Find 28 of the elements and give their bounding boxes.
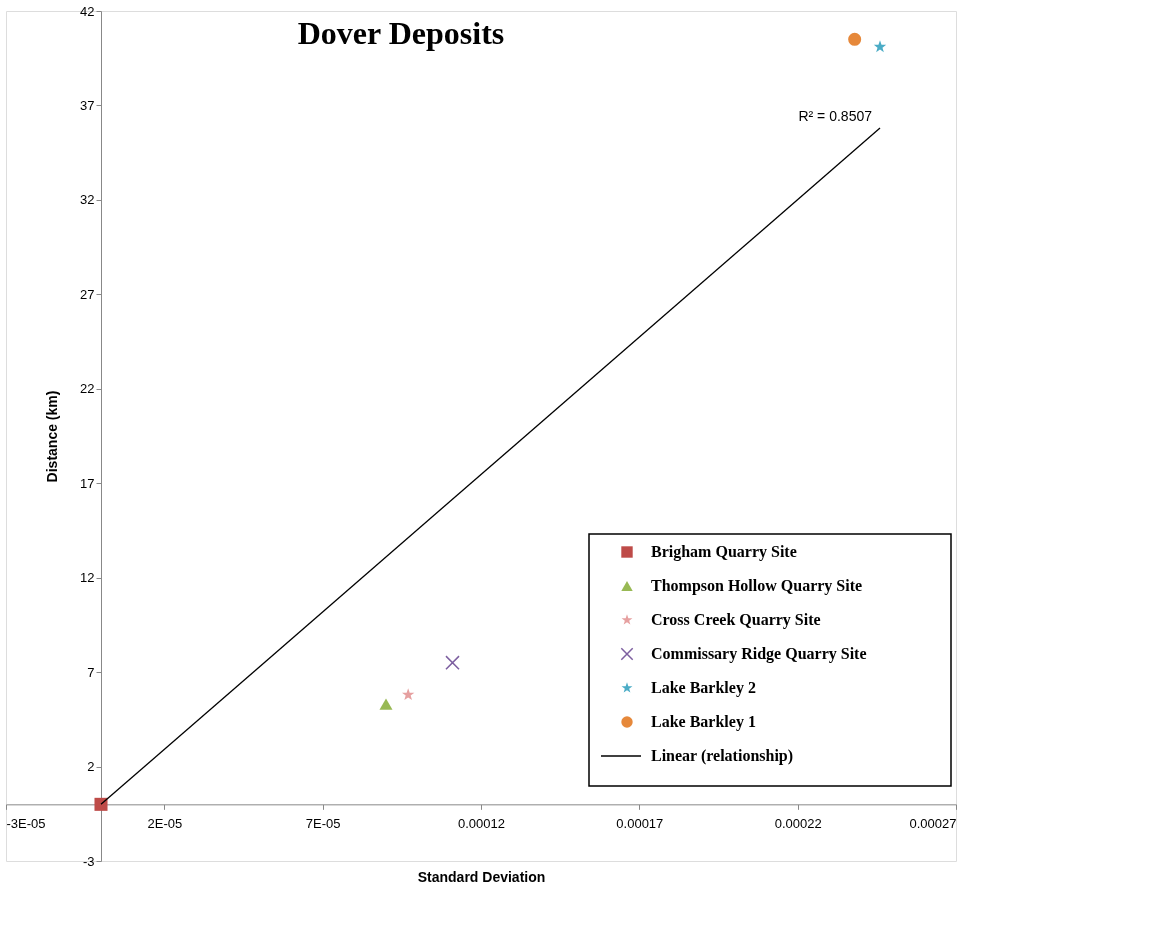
legend-label: Lake Barkley 1 <box>651 713 756 731</box>
legend-label: Lake Barkley 2 <box>651 679 756 697</box>
y-tick-label: 37 <box>80 97 95 113</box>
chart-title: Dover Deposits <box>297 15 505 51</box>
y-tick-label: 27 <box>80 286 95 302</box>
x-tick-label: 0.00022 <box>774 815 822 831</box>
annotation: R² = 0.8507 <box>798 108 873 125</box>
y-axis-title: Distance (km) <box>44 390 61 483</box>
legend-label: Commissary Ridge Quarry Site <box>651 645 867 663</box>
x-axis-title: Standard Deviation <box>417 868 546 885</box>
y-tick-label: 12 <box>80 570 95 586</box>
legend-label: Cross Creek Quarry Site <box>651 611 821 629</box>
y-tick-label: 17 <box>80 475 95 491</box>
y-tick-label: 32 <box>80 192 95 208</box>
x-tick-label: 2E-05 <box>147 815 183 831</box>
y-tick-label: -3 <box>82 853 95 869</box>
x-tick-label: 7E-05 <box>305 815 341 831</box>
y-tick-label: 42 <box>80 3 95 19</box>
legend-label: Thompson Hollow Quarry Site <box>651 577 863 595</box>
x-tick-label: 0.00017 <box>616 815 664 831</box>
y-tick-label: 2 <box>87 759 95 775</box>
y-tick-label: 7 <box>87 664 95 680</box>
x-tick-label: 0.00012 <box>458 815 505 831</box>
x-tick-label: 0.00027 <box>909 815 957 831</box>
legend-label: Linear (relationship) <box>651 747 794 765</box>
x-tick-label: -3E-05 <box>6 815 46 831</box>
y-tick-label: 22 <box>80 381 95 397</box>
legend-label: Brigham Quarry Site <box>651 543 797 561</box>
